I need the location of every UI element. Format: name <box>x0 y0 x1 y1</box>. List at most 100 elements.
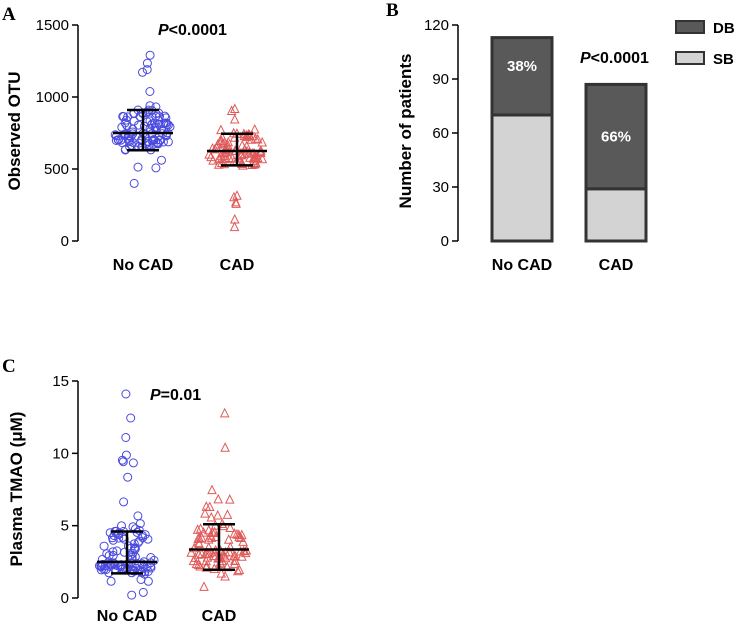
panel-a-point-no-cad <box>155 135 165 145</box>
panel-a-point-cad <box>229 103 240 114</box>
panel-c-point-cad <box>186 547 197 557</box>
panel-a-x-tick-label: CAD <box>220 257 255 274</box>
panel-b-legend-swatch-db <box>675 20 705 34</box>
panel-a-point-cad <box>257 136 268 147</box>
panel-b-legend: DB SB <box>675 20 735 68</box>
panel-a-point-cad <box>223 139 233 150</box>
panel-a-point-cad <box>214 152 225 163</box>
panel-a-point-cad <box>249 152 259 163</box>
panel-c-ylabel: Plasma TMAO (μM) <box>7 412 26 567</box>
panel-c-point-cad <box>222 509 233 519</box>
panel-c-point-no-cad <box>138 587 148 597</box>
panel-a-point-cad <box>210 143 220 154</box>
panel-a-point-cad <box>239 130 250 141</box>
panel-c-point-no-cad <box>98 559 108 569</box>
panel-a-point-no-cad <box>121 115 131 125</box>
panel-c-point-cad <box>209 563 220 573</box>
panel-c-point-no-cad <box>137 567 147 577</box>
panel-a-point-no-cad <box>117 122 127 132</box>
panel-a-y-tick-label: 1500 <box>36 17 69 34</box>
panel-c-point-no-cad <box>119 547 129 557</box>
panel-c-point-cad <box>230 554 240 565</box>
panel-a-y-tick-label: 500 <box>44 161 69 178</box>
panel-c-point-no-cad <box>109 559 119 569</box>
panel-c-point-no-cad <box>121 433 131 442</box>
panel-c-point-no-cad <box>149 555 159 565</box>
panel-b-ylabel: Number of patients <box>396 54 415 209</box>
panel-c-point-cad <box>209 546 220 557</box>
panel-a-error-bars <box>113 108 267 167</box>
panel-c-point-no-cad <box>126 413 136 423</box>
panel-a-point-no-cad <box>151 163 161 173</box>
panel-c-point-cad <box>199 581 209 591</box>
panel-c-point-no-cad <box>119 497 129 507</box>
panel-c-point-no-cad <box>108 535 118 545</box>
panel-c-point-cad <box>220 442 230 452</box>
panel-c-y-tick-label: 0 <box>61 590 69 607</box>
panel-a-point-no-cad <box>111 136 121 145</box>
panel-b-bar-sb-no-cad <box>490 113 554 243</box>
panel-c-point-cad <box>219 407 230 418</box>
panel-c-point-cad <box>216 567 227 578</box>
panel-c-point-no-cad <box>129 539 139 549</box>
panel-b-p-value: P<0.0001 <box>580 50 649 67</box>
panel-b-bar-db-no-cad <box>490 36 554 117</box>
panel-a-point-no-cad <box>163 137 173 147</box>
panel-a-x-tick-label: No CAD <box>113 257 173 274</box>
panel-b-y-tick-label: 90 <box>432 71 449 88</box>
panel-a-point-no-cad <box>163 120 173 130</box>
panel-c-point-no-cad <box>106 576 116 586</box>
panel-b-bar-db-cad <box>584 82 648 191</box>
panel-c-point-cad <box>237 551 247 561</box>
panel-c-point-no-cad <box>128 458 138 468</box>
panel-b-y-tick-label: 120 <box>424 17 449 34</box>
panel-c-point-cad <box>229 558 240 568</box>
panel-a-point-no-cad <box>157 155 166 165</box>
panel-c-point-cad <box>193 549 204 559</box>
panel-a-point-cad <box>213 159 224 169</box>
panel-a-point-cad <box>251 157 261 168</box>
panel-c-point-cad <box>218 549 228 559</box>
panel-c-point-no-cad <box>114 528 124 538</box>
panel-c-point-cad <box>213 493 224 504</box>
panel-a-point-cad <box>231 198 241 208</box>
panel-c-point-no-cad <box>134 536 144 546</box>
panel-c-point-no-cad <box>117 521 126 531</box>
panel-c-point-no-cad <box>104 551 114 560</box>
panel-c-p-value: P=0.01 <box>150 387 201 404</box>
panel-a-point-no-cad <box>117 138 127 148</box>
panel-a-point-no-cad <box>142 58 152 68</box>
panel-c-point-cad <box>206 511 217 522</box>
panel-c-point-cad <box>212 509 223 520</box>
panel-a-point-cad <box>257 153 268 164</box>
panel-c-point-cad <box>232 565 243 576</box>
panel-c-point-cad <box>224 493 235 504</box>
panel-b-data-label: 38% <box>507 58 537 75</box>
panel-c-point-cad <box>225 522 235 533</box>
panel-a-point-cad <box>241 131 252 142</box>
panel-a-point-cad <box>237 140 247 150</box>
panel-a-point-no-cad <box>142 65 152 75</box>
panel-c-point-no-cad <box>102 549 112 559</box>
panel-c-point-cad <box>229 550 239 561</box>
panel-c-points <box>94 389 252 600</box>
panel-a-point-cad <box>229 221 240 232</box>
panel-c-point-cad <box>192 524 203 534</box>
panel-c-point-cad <box>191 558 202 569</box>
panel-a-point-no-cad <box>138 67 147 77</box>
panel-a-point-cad <box>229 213 240 224</box>
panel-c-point-cad <box>207 484 217 495</box>
panel-c-y-tick-label: 10 <box>52 445 69 462</box>
panel-a-point-no-cad <box>152 137 162 147</box>
panel-a-point-cad <box>217 131 227 142</box>
panel-c-x-tick-label: CAD <box>202 608 237 625</box>
panel-a-point-cad <box>250 133 261 143</box>
panel-c-point-cad <box>195 523 206 533</box>
panel-b-x-tick-label: CAD <box>599 257 634 274</box>
panel-c-point-no-cad <box>123 541 133 551</box>
panel-c-point-no-cad <box>143 534 153 544</box>
panel-b-bar-sb-cad <box>584 187 648 243</box>
panel-b-y-tick-label: 0 <box>441 233 449 250</box>
panel-b-legend-swatch-sb <box>675 51 705 65</box>
